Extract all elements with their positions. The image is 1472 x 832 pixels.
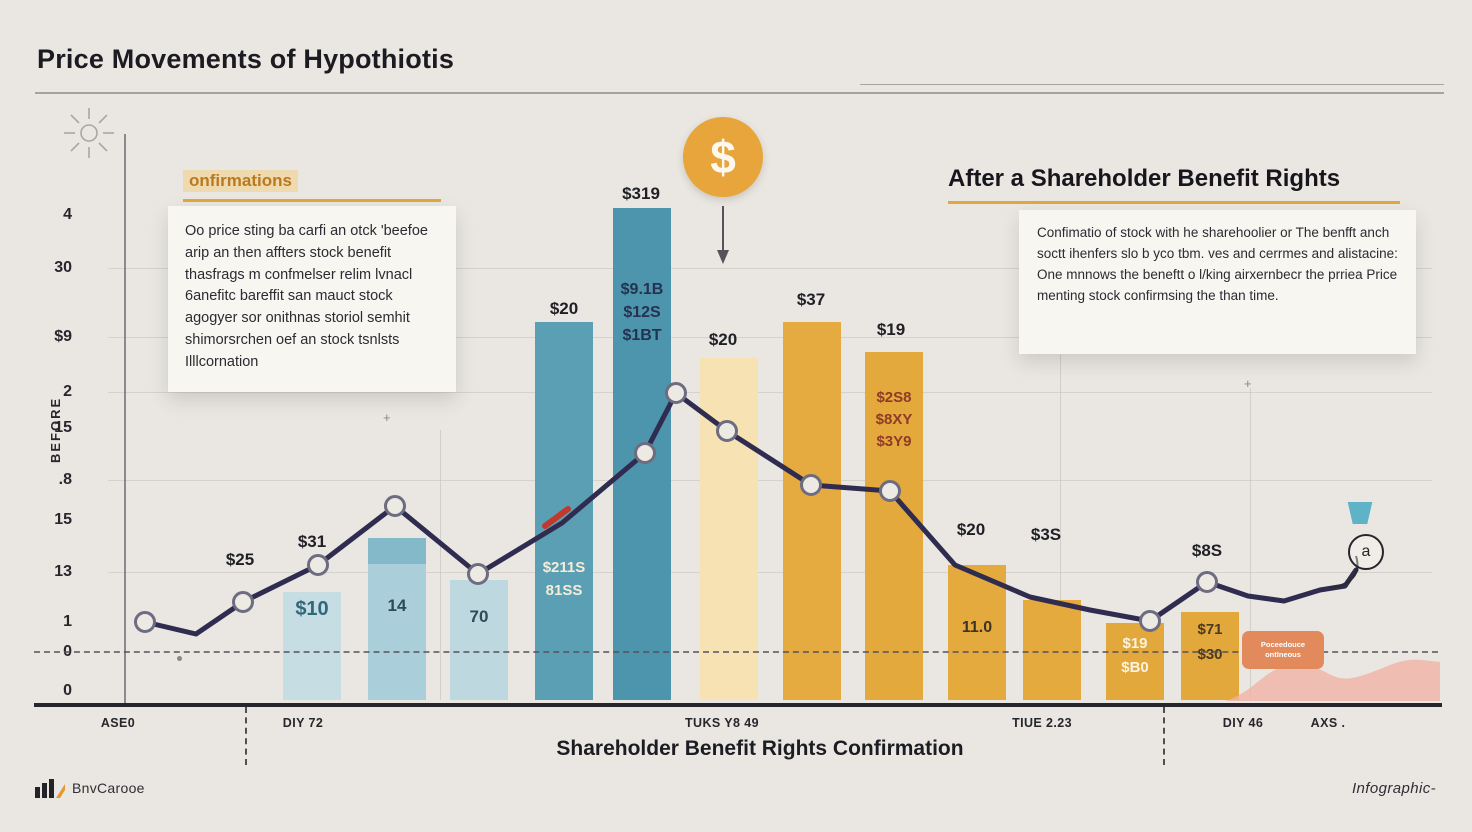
- y-tick-label: 15: [54, 419, 72, 436]
- right-section-heading: After a Shareholder Benefit Rights: [948, 165, 1341, 192]
- left-annotation-text: Oo price sting ba carfi an otck 'beefoe …: [185, 223, 428, 370]
- bar-value-label: $B0: [1121, 659, 1149, 676]
- dot-mark: [177, 656, 182, 661]
- zero-dashed-line: [34, 651, 1438, 653]
- floating-value-label: $3S: [1030, 525, 1062, 544]
- y-tick-label: .8: [58, 471, 72, 488]
- y-tick-label: 13: [54, 563, 72, 580]
- x-tick-label: DIY 46: [1222, 716, 1264, 730]
- bar-value-label: $19: [1122, 635, 1148, 652]
- y-tick-label: 0: [63, 682, 72, 699]
- left-panel-underline: [183, 199, 441, 202]
- floating-value-label: $20: [708, 330, 738, 349]
- floating-value-label: $20: [956, 520, 986, 539]
- x-tick-label: TIUE 2.23: [1012, 716, 1072, 730]
- floating-value-label: $20: [549, 299, 579, 318]
- x-axis-title: Shareholder Benefit Rights Confirmation: [556, 737, 964, 760]
- x-tick-label: DIY 72: [282, 716, 324, 730]
- brand-name: BnvCarooe: [72, 780, 145, 796]
- header-divider: [35, 92, 1444, 94]
- dollar-symbol: $: [710, 131, 736, 183]
- x-tick-label: TUKS Y8 49: [685, 716, 759, 730]
- badge-line2: ontIneous: [1265, 650, 1301, 659]
- x-tick-label: ASE0: [100, 716, 136, 730]
- gridline-horizontal: [108, 268, 1432, 269]
- x-axis-tick: [245, 707, 247, 765]
- circled-a-marker: a: [1348, 534, 1384, 570]
- floating-value-label: $319: [622, 184, 660, 203]
- y-tick-label: 1: [63, 613, 72, 630]
- y-tick-label: 2: [63, 383, 72, 400]
- y-tick-label: $9: [54, 328, 72, 345]
- x-axis-line: [34, 703, 1442, 707]
- header-sub-divider: [860, 84, 1444, 85]
- bar-value-label: $30: [1197, 646, 1223, 663]
- floating-value-label: $37: [796, 290, 826, 309]
- sun-icon: [64, 108, 114, 158]
- brand-logo-group: BnvCarooe: [35, 778, 145, 798]
- gridline-horizontal: [108, 337, 1432, 338]
- floating-value-label: $8S: [1191, 541, 1223, 560]
- right-annotation-box: Confimatio of stock with he sharehoolier…: [1019, 210, 1416, 354]
- x-axis-tick: [1163, 707, 1165, 765]
- bar-value-label: $1BT: [622, 327, 662, 344]
- circled-a-text: a: [1361, 543, 1371, 560]
- infographic-label: Infographic-: [1351, 780, 1436, 797]
- left-panel-tag: onfirmations: [183, 170, 298, 192]
- plus-mark: +: [1244, 376, 1252, 391]
- bar-value-label: $9.1B: [620, 281, 664, 298]
- page-title: Price Movements of Hypothiotis: [37, 44, 455, 74]
- down-arrow-icon: [717, 206, 729, 264]
- left-annotation-box: Oo price sting ba carfi an otck 'beefoe …: [168, 206, 456, 392]
- brand-logo-icon: [35, 779, 65, 798]
- dollar-coin-icon: $: [683, 117, 763, 197]
- badge-line1: Poceedouce: [1260, 640, 1306, 650]
- y-axis-line: [124, 134, 126, 704]
- y-tick-label: 4: [63, 206, 72, 223]
- bar-value-label: $12S: [623, 304, 661, 321]
- right-section-underline: [948, 201, 1400, 204]
- right-annotation-text: Confimatio of stock with he sharehoolier…: [1037, 225, 1398, 303]
- floating-value-label: $19: [876, 320, 906, 339]
- floating-value-label: $31: [297, 532, 327, 551]
- y-tick-label: 30: [54, 259, 72, 276]
- confirmation-badge: Poceedouce ontIneous: [1242, 631, 1324, 669]
- y-tick-label: 15: [54, 511, 72, 528]
- x-tick-label: AXS .: [1310, 716, 1346, 730]
- floating-value-label: $25: [225, 550, 255, 569]
